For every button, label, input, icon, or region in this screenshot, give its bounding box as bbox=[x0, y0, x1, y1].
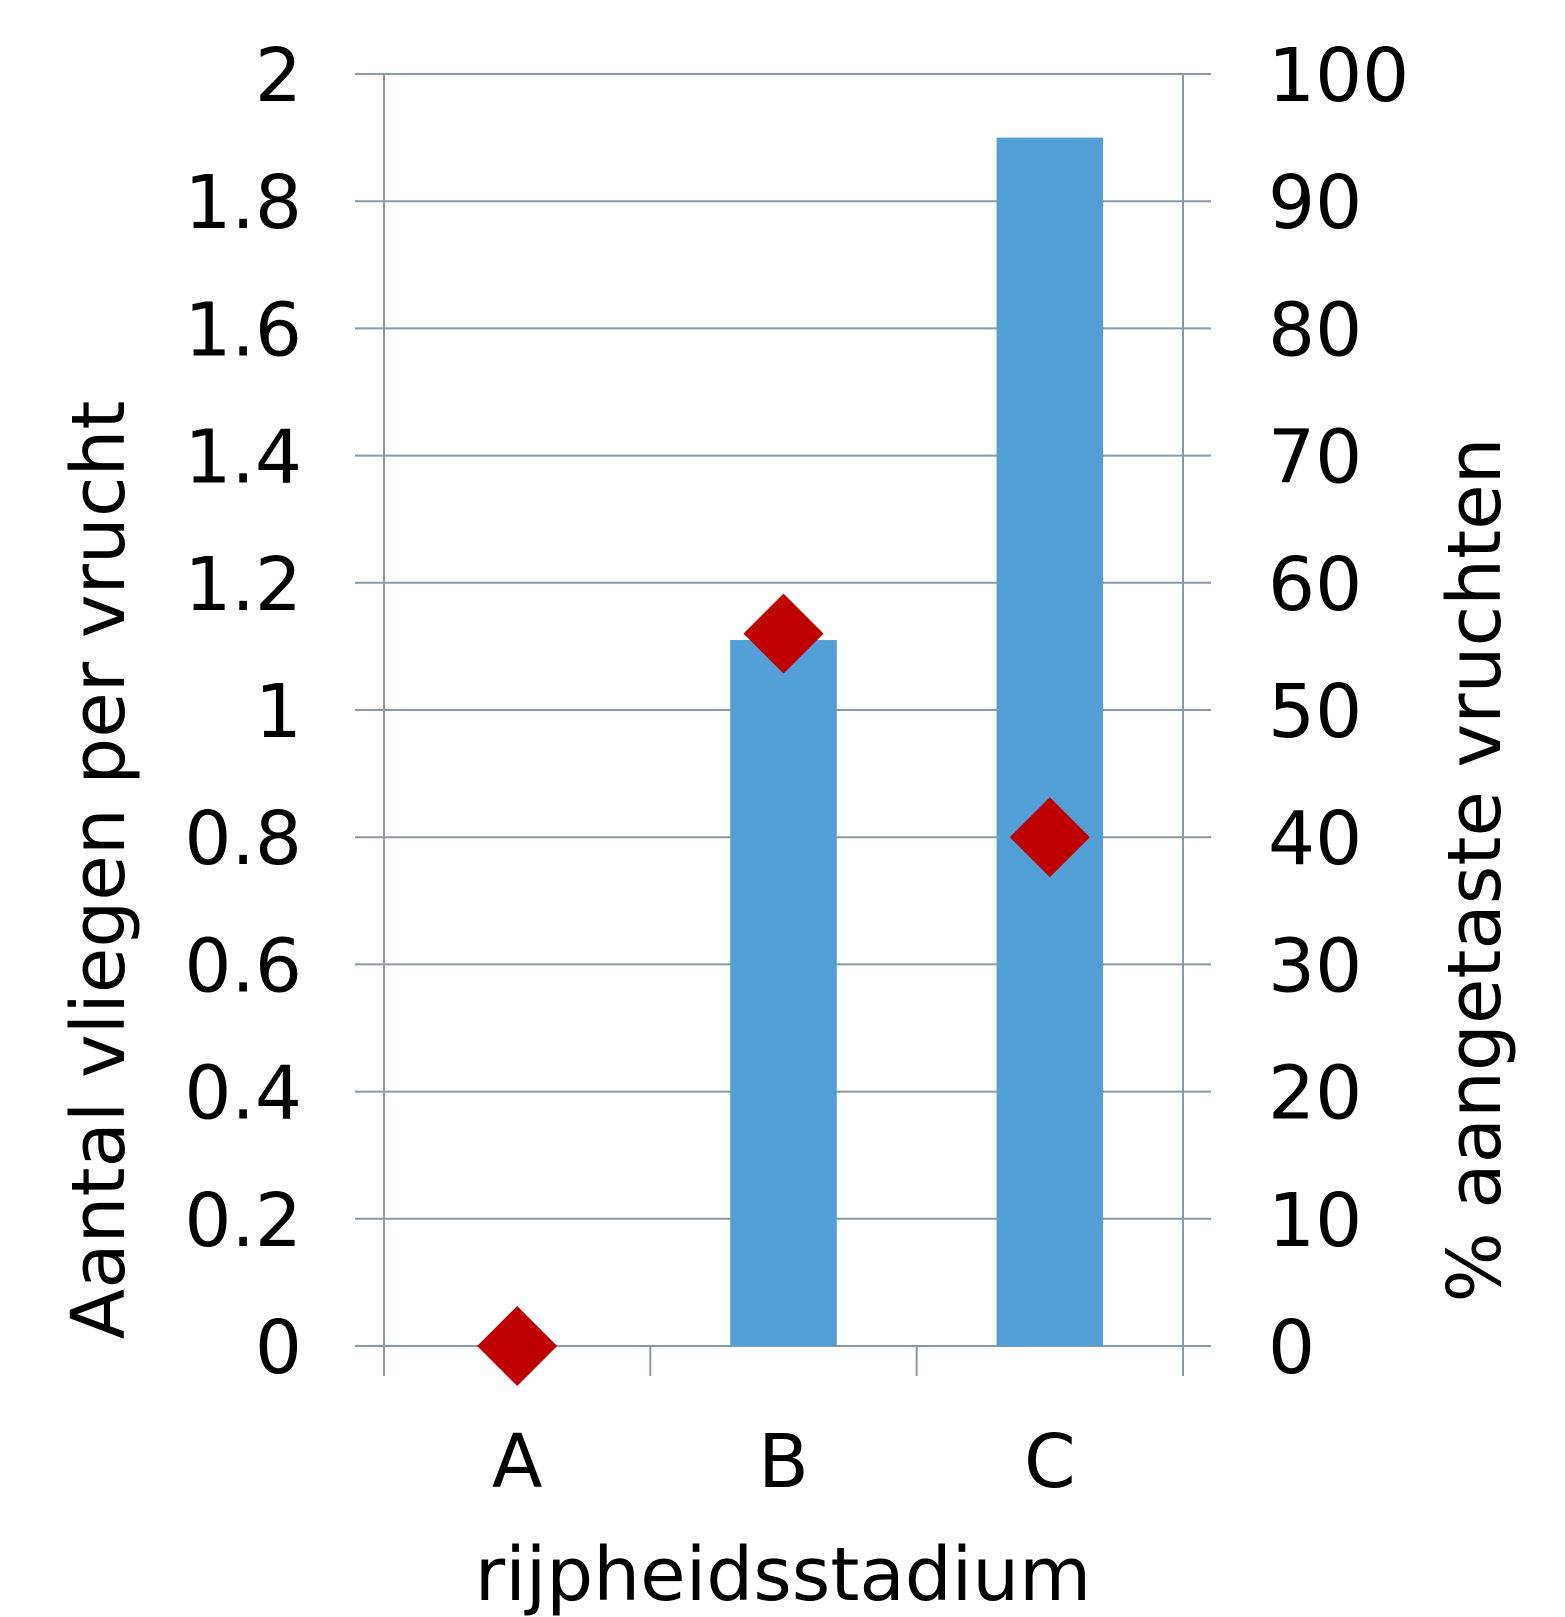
y-tick-label: 0.2 bbox=[184, 1178, 302, 1264]
diamond-marker-c bbox=[1009, 797, 1090, 878]
y-tick-label: 1.8 bbox=[184, 160, 302, 246]
y2-tick-label: 20 bbox=[1268, 1051, 1362, 1137]
y2-tick-label: 90 bbox=[1268, 160, 1362, 246]
y-tick-label: 2 bbox=[255, 33, 302, 119]
y2-tick-label: 40 bbox=[1268, 796, 1362, 882]
left-tick-labels: 0 0.2 0.4 0.6 0.8 1 1.2 1.4 1.6 1.8 2 bbox=[184, 33, 302, 1391]
y2-tick-label: 30 bbox=[1268, 923, 1362, 1009]
y-tick-label: 1.4 bbox=[184, 415, 302, 501]
y-tick-label: 0.4 bbox=[184, 1051, 302, 1137]
diamond-marker-b bbox=[743, 593, 824, 674]
y2-tick-label: 60 bbox=[1268, 542, 1362, 628]
category-label: C bbox=[1024, 1419, 1076, 1505]
y-tick-label: 0.8 bbox=[184, 796, 302, 882]
y-tick-label: 0.6 bbox=[184, 923, 302, 1009]
bar-series bbox=[730, 137, 1104, 1347]
y-tick-label: 1 bbox=[255, 669, 302, 755]
category-labels: A B C bbox=[492, 1419, 1076, 1505]
y-tick-label: 1.6 bbox=[184, 287, 302, 373]
y2-tick-label: 70 bbox=[1268, 415, 1362, 501]
y2-tick-label: 10 bbox=[1268, 1178, 1362, 1264]
category-label: B bbox=[758, 1419, 809, 1505]
x-axis-title: rijpheidsstadium bbox=[475, 1532, 1091, 1617]
y-tick-label: 0 bbox=[255, 1305, 302, 1391]
y-tick-label: 1.2 bbox=[184, 542, 302, 628]
bar-c bbox=[996, 137, 1104, 1347]
diamond-marker-a bbox=[477, 1306, 558, 1386]
y2-tick-label: 50 bbox=[1268, 669, 1362, 755]
y2-axis-title: % aangetaste vruchten bbox=[1432, 437, 1518, 1302]
y2-tick-label: 0 bbox=[1268, 1305, 1315, 1391]
axes bbox=[383, 74, 1184, 1376]
right-tick-labels: 0 10 20 30 40 50 60 70 80 90 100 bbox=[1268, 33, 1409, 1391]
y-axis-title: Aantal vliegen per vrucht bbox=[56, 401, 142, 1340]
scatter-series bbox=[477, 593, 1090, 1386]
y2-tick-label: 100 bbox=[1268, 33, 1409, 119]
y2-tick-label: 80 bbox=[1268, 287, 1362, 373]
bar-b bbox=[730, 640, 837, 1346]
category-label: A bbox=[492, 1419, 543, 1505]
